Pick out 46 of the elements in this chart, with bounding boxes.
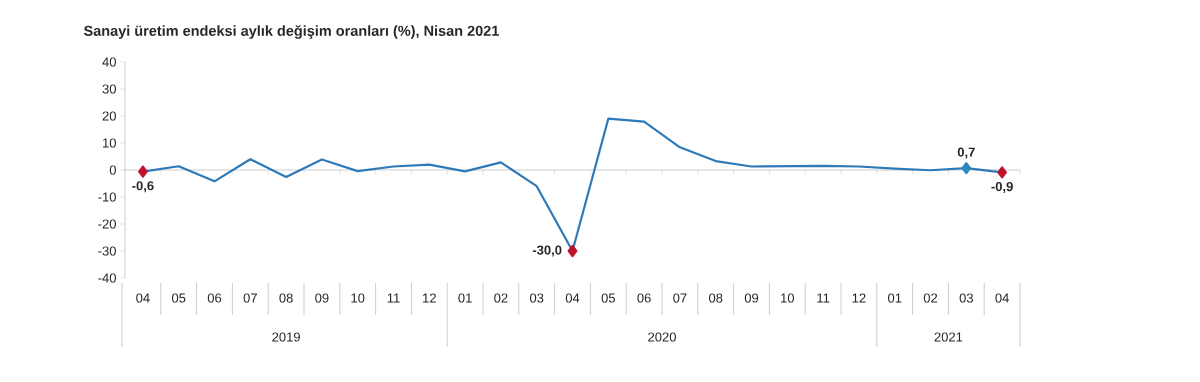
x-tick-label: 07 — [243, 293, 257, 303]
y-tick-label: -30 — [98, 246, 116, 256]
x-tick-label: 10 — [781, 293, 795, 303]
data-label: 0,7 — [957, 147, 975, 159]
y-tick-label: 30 — [102, 84, 116, 94]
text: 2020 — [648, 332, 676, 342]
x-tick-label: 11 — [817, 293, 830, 303]
point — [997, 166, 1007, 179]
x-tick-label: 02 — [494, 293, 508, 303]
chart-title: Sanayi üretim endeksi aylık değişim oranları (%), Nisan 2021 — [83, 25, 499, 39]
y-tick-label: 40 — [102, 57, 116, 67]
y-tick-label: -10 — [98, 192, 116, 202]
x-tick-label: 03 — [959, 293, 973, 303]
x-tick-label: 09 — [315, 293, 329, 303]
x-tick-label: 06 — [207, 293, 222, 303]
x-tick-label: 10 — [351, 293, 365, 303]
x-tick-label: 05 — [171, 293, 186, 303]
data-label: -0,9 — [991, 181, 1013, 194]
x-tick-label: 04 — [565, 293, 580, 303]
x-tick-label: 04 — [995, 293, 1009, 303]
x-tick-label: 08 — [279, 293, 293, 303]
x-tick-label: 07 — [673, 293, 687, 303]
x-tick-label: 04 — [136, 293, 150, 303]
data-label: -30,0 — [532, 245, 562, 257]
y-tick-label: -20 — [98, 219, 116, 229]
x-tick-label: 01 — [887, 293, 902, 303]
y-tick-label: -40 — [98, 273, 116, 283]
x-tick-label: 06 — [637, 293, 651, 303]
x-tick-label: 11 — [387, 293, 400, 303]
point — [961, 162, 972, 175]
x-tick-label: 01 — [458, 293, 472, 303]
data-label: -0,6 — [132, 181, 154, 193]
point — [567, 244, 578, 258]
x-tick-label: 05 — [601, 293, 615, 303]
y-tick-label: 10 — [103, 138, 116, 148]
x-tick-label: 12 — [852, 293, 866, 303]
x-tick-label: 03 — [529, 293, 544, 303]
text: 2021 — [934, 332, 963, 342]
y-tick-label: 0 — [109, 165, 116, 175]
x-tick-label: 09 — [744, 293, 759, 303]
x-tick-label: 08 — [708, 293, 723, 303]
y-tick-label: 20 — [102, 111, 116, 121]
x-tick-label: 02 — [923, 293, 938, 303]
text: 2019 — [272, 332, 300, 342]
x-tick-label: 12 — [423, 293, 436, 303]
point — [138, 165, 148, 178]
